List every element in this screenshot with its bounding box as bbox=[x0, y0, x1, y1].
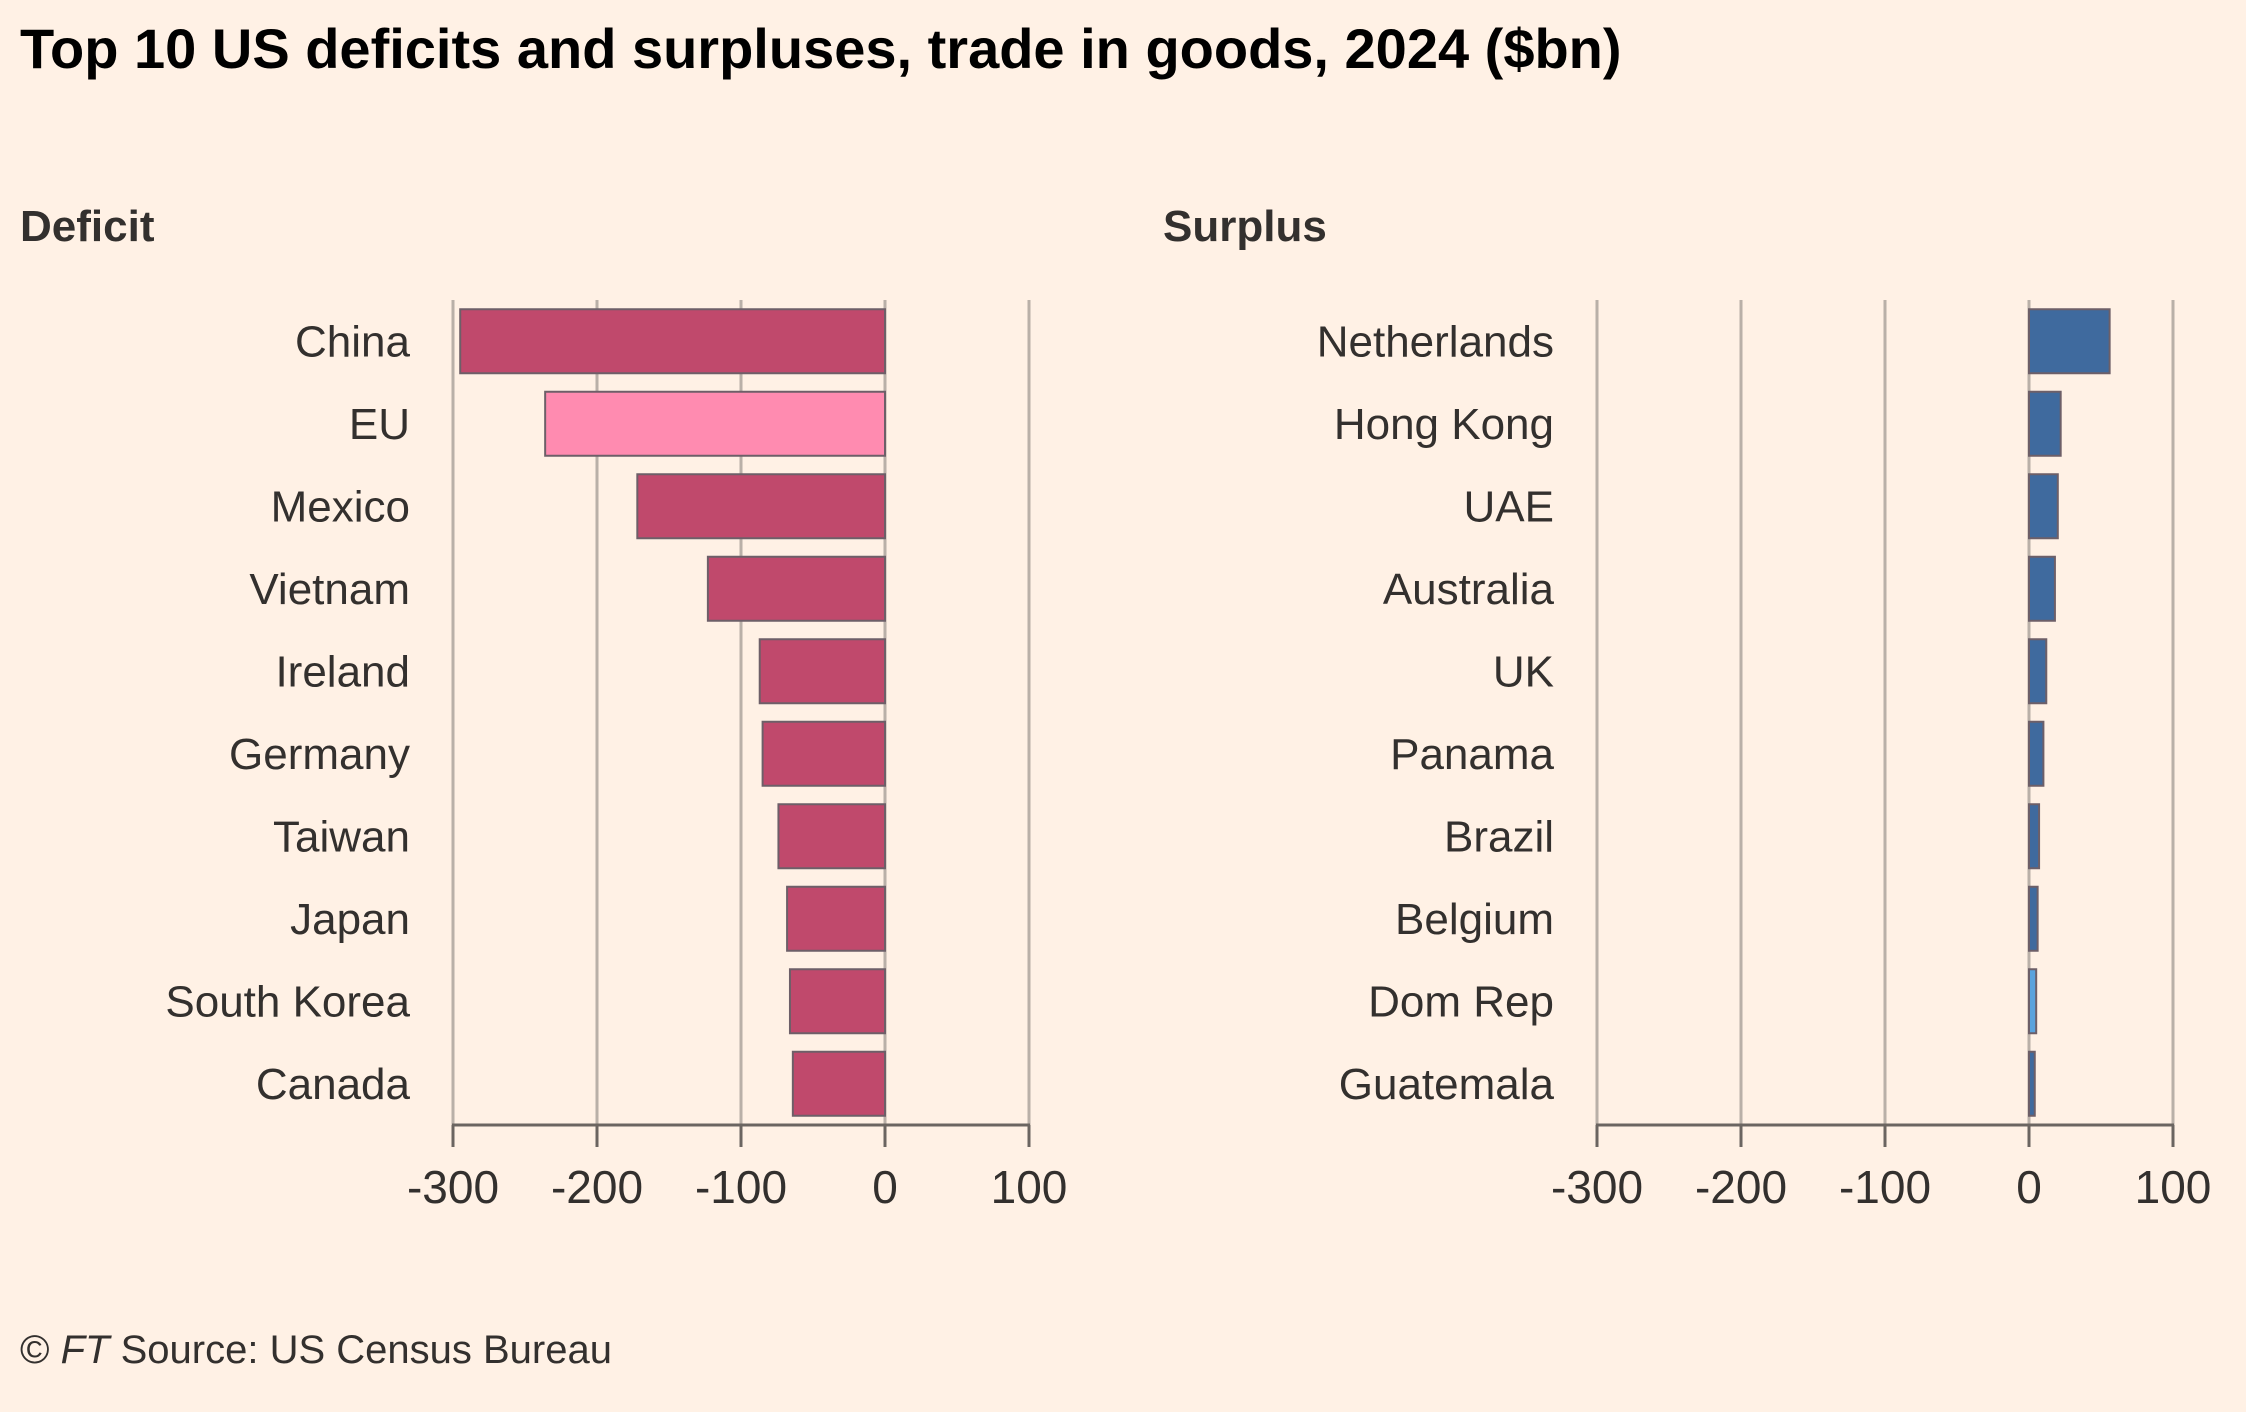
ft-brand: FT bbox=[60, 1328, 110, 1372]
x-tick-label: -100 bbox=[695, 1161, 787, 1213]
category-label: Panama bbox=[1390, 730, 1554, 779]
bar-panama bbox=[2028, 720, 2045, 787]
bar-uae bbox=[2028, 473, 2059, 540]
category-label: South Korea bbox=[165, 977, 410, 1026]
category-label: EU bbox=[349, 400, 410, 449]
bar-canada bbox=[791, 1050, 887, 1117]
bar-brazil bbox=[2028, 803, 2041, 870]
bar-china bbox=[459, 308, 886, 375]
deficit-chart: China EU Mexico Vietnam Ireland Germany Taiwan… bbox=[165, 300, 1068, 1213]
category-label: Taiwan bbox=[273, 812, 410, 861]
x-tick-label: -100 bbox=[1839, 1161, 1931, 1213]
category-label: Vietnam bbox=[249, 565, 410, 614]
x-tick-label: -300 bbox=[407, 1161, 499, 1213]
x-tick-label: -300 bbox=[1551, 1161, 1643, 1213]
source-text: Source: US Census Bureau bbox=[120, 1328, 612, 1372]
bar-belgium bbox=[2028, 885, 2039, 952]
bar-japan bbox=[786, 885, 887, 952]
surplus-chart: Netherlands Hong Kong UAE Australia UK Panama… bbox=[1317, 300, 2212, 1213]
category-label: Brazil bbox=[1444, 812, 1554, 861]
category-label: Germany bbox=[229, 730, 410, 779]
category-label: China bbox=[295, 317, 410, 366]
category-label: UK bbox=[1493, 647, 1554, 696]
surplus-panel-title: Surplus bbox=[1163, 202, 1327, 251]
category-label: Mexico bbox=[271, 482, 410, 531]
category-label: Canada bbox=[256, 1060, 411, 1109]
x-tick-label: -200 bbox=[551, 1161, 643, 1213]
bar-dom-rep bbox=[2028, 968, 2038, 1035]
category-label: Ireland bbox=[275, 647, 410, 696]
category-label: Guatemala bbox=[1339, 1060, 1555, 1109]
bar-vietnam bbox=[706, 555, 886, 622]
category-label: Japan bbox=[290, 895, 410, 944]
category-label: Dom Rep bbox=[1368, 977, 1554, 1026]
bar-mexico bbox=[636, 473, 886, 540]
x-tick-label: 0 bbox=[872, 1161, 898, 1213]
x-tick-label: 100 bbox=[2135, 1161, 2212, 1213]
category-label: Belgium bbox=[1395, 895, 1554, 944]
category-label: UAE bbox=[1464, 482, 1554, 531]
copyright-symbol: © bbox=[20, 1328, 50, 1372]
source-note: © FT Source: US Census Bureau bbox=[20, 1328, 612, 1373]
x-tick-label: 100 bbox=[991, 1161, 1068, 1213]
bar-uk bbox=[2028, 638, 2048, 705]
bar-south-korea bbox=[788, 968, 887, 1035]
category-label: Netherlands bbox=[1317, 317, 1554, 366]
bar-australia bbox=[2028, 555, 2056, 622]
bar-eu bbox=[544, 390, 886, 457]
bar-taiwan bbox=[777, 803, 886, 870]
x-tick-label: -200 bbox=[1695, 1161, 1787, 1213]
category-label: Australia bbox=[1383, 565, 1555, 614]
category-label: Hong Kong bbox=[1334, 400, 1554, 449]
bar-germany bbox=[761, 720, 886, 787]
bar-guatemala bbox=[2028, 1050, 2036, 1117]
x-tick-label: 0 bbox=[2016, 1161, 2042, 1213]
bar-ireland bbox=[758, 638, 886, 705]
bar-netherlands bbox=[2028, 308, 2111, 375]
bar-hong-kong bbox=[2028, 390, 2062, 457]
chart-title: Top 10 US deficits and surpluses, trade … bbox=[20, 17, 1622, 80]
deficit-panel-title: Deficit bbox=[20, 202, 155, 251]
